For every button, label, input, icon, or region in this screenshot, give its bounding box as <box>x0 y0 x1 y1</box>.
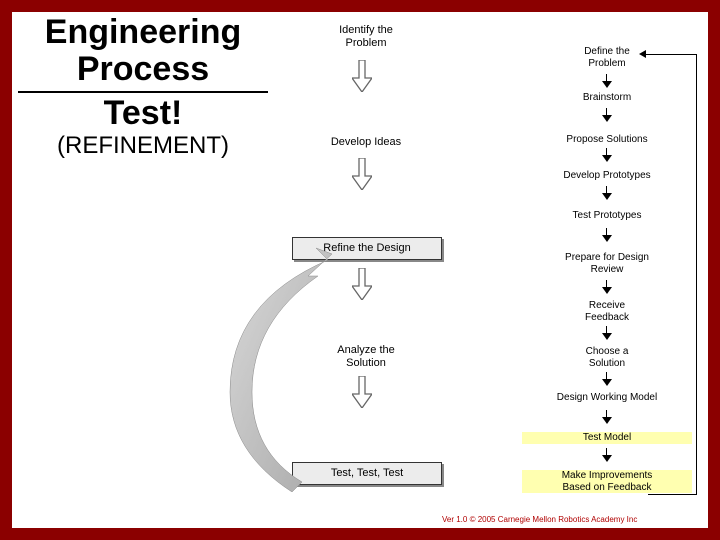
right-arrow-7 <box>602 372 612 386</box>
right-step-6: Receive Feedback <box>522 300 692 323</box>
right-step-4: Test Prototypes <box>522 210 692 222</box>
middle-step-0: Identify the Problem <box>292 20 440 53</box>
feedback-loop-vertical <box>696 54 697 494</box>
feedback-loop-bottom <box>648 494 697 495</box>
title-line2: Process <box>18 51 268 88</box>
feedback-loop-top <box>646 54 696 55</box>
title-block: Engineering Process Test! (REFINEMENT) <box>18 14 268 160</box>
right-arrow-1 <box>602 108 612 122</box>
right-arrow-9 <box>602 448 612 462</box>
right-step-7: Choose a Solution <box>522 346 692 369</box>
feedback-curve-arrow <box>212 242 352 492</box>
middle-arrow-2 <box>352 268 372 300</box>
middle-arrow-0 <box>352 60 372 92</box>
right-step-3: Develop Prototypes <box>522 170 692 182</box>
right-step-8: Design Working Model <box>522 392 692 404</box>
middle-arrow-1 <box>352 158 372 190</box>
right-arrow-2 <box>602 148 612 162</box>
title-line1: Engineering <box>18 14 268 51</box>
right-step-9: Test Model <box>522 432 692 444</box>
footer-copyright: Ver 1.0 © 2005 Carnegie Mellon Robotics … <box>442 515 637 524</box>
title-line3: Test! <box>18 95 268 132</box>
right-arrow-6 <box>602 326 612 340</box>
title-sub: (REFINEMENT) <box>18 132 268 160</box>
middle-step-1: Develop Ideas <box>292 132 440 153</box>
right-arrow-5 <box>602 280 612 294</box>
right-arrow-3 <box>602 186 612 200</box>
title-rule <box>18 91 268 93</box>
right-step-1: Brainstorm <box>522 92 692 104</box>
middle-arrow-3 <box>352 376 372 408</box>
slide-frame: Engineering Process Test! (REFINEMENT) I… <box>0 0 720 540</box>
right-arrow-0 <box>602 74 612 88</box>
right-arrow-8 <box>602 410 612 424</box>
right-step-0: Define the Problem <box>522 46 692 69</box>
right-step-2: Propose Solutions <box>522 134 692 146</box>
right-step-5: Prepare for Design Review <box>522 252 692 275</box>
right-arrow-4 <box>602 228 612 242</box>
right-step-10: Make Improvements Based on Feedback <box>522 470 692 493</box>
